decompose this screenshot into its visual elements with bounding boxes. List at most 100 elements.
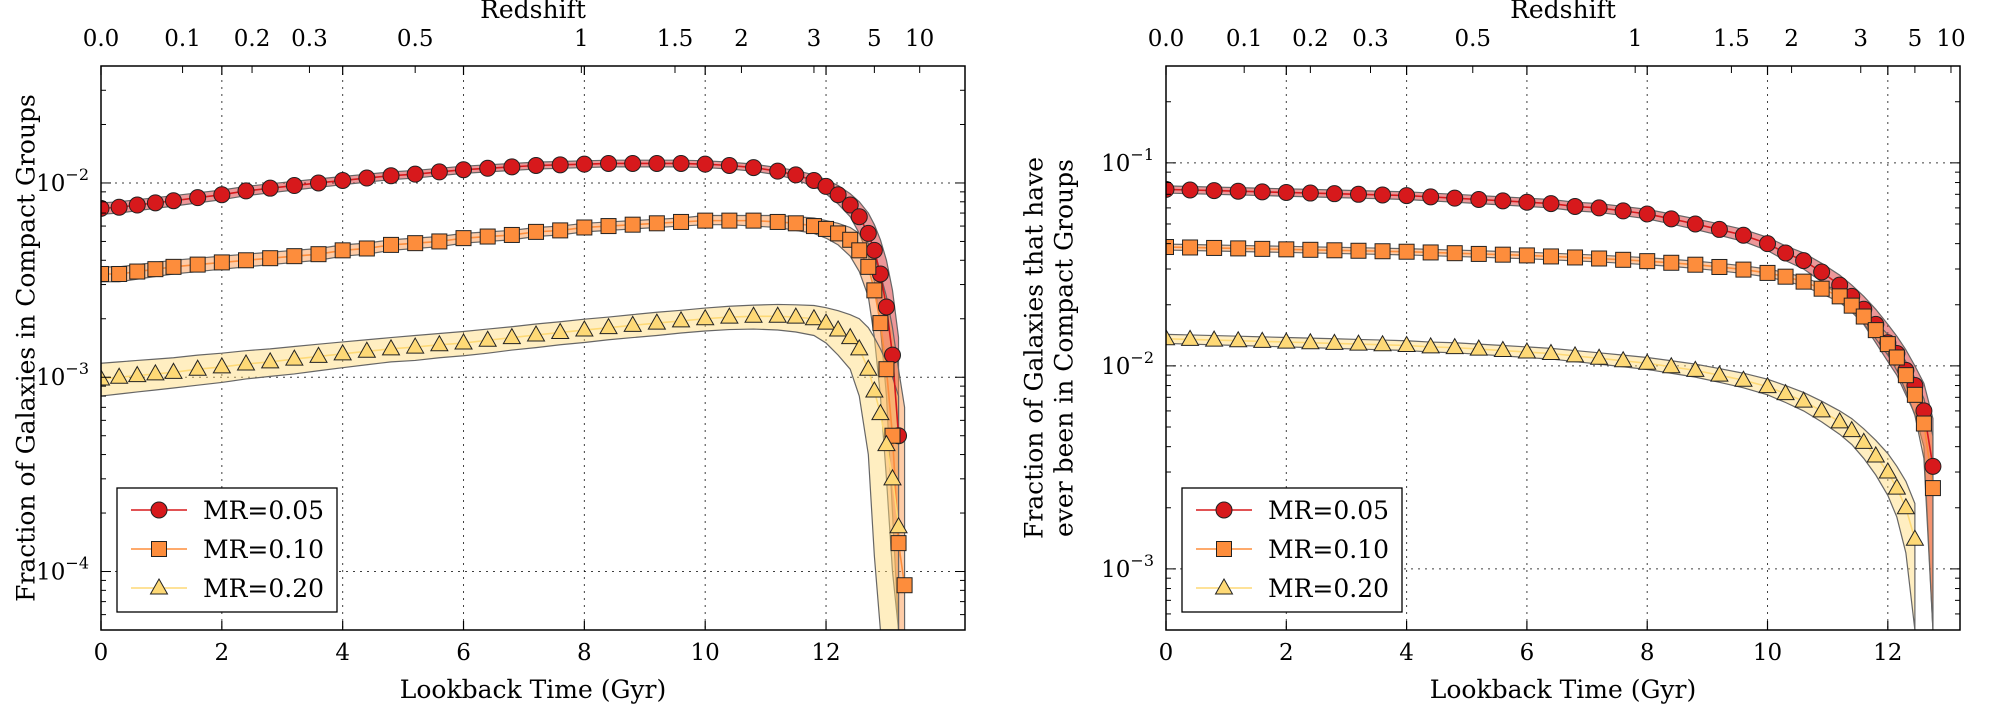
data-point <box>526 324 546 342</box>
data-point <box>1542 195 1560 213</box>
data-point <box>1398 243 1415 260</box>
data-point <box>1470 190 1488 208</box>
data-point <box>695 308 715 326</box>
data-point <box>745 159 763 177</box>
data-point <box>1422 244 1439 261</box>
data-point <box>1253 183 1271 201</box>
data-point <box>1206 239 1223 256</box>
data-point <box>1843 297 1860 314</box>
legend-label: MR=0.05 <box>1268 496 1389 525</box>
data-point <box>1812 400 1832 418</box>
data-point <box>804 308 824 326</box>
data-point <box>552 222 569 239</box>
redshift-tick-label: 0.1 <box>164 26 201 52</box>
legend: MR=0.05 MR=0.10 MR=0.20 <box>1181 487 1403 613</box>
top-axis-label: Redshift <box>480 0 586 24</box>
y-axis-label: Fraction of Galaxies that have <box>1020 157 1049 539</box>
data-point <box>787 215 804 232</box>
series-markers-0 <box>101 154 908 445</box>
data-point <box>454 333 473 350</box>
data-point <box>129 263 146 280</box>
data-point <box>429 334 449 352</box>
data-point <box>624 154 642 172</box>
data-point <box>1349 185 1367 203</box>
x-axis-label: Lookback Time (Gyr) <box>1430 675 1697 704</box>
data-point <box>310 174 328 192</box>
data-point <box>878 361 895 378</box>
data-point <box>1795 273 1812 290</box>
data-point <box>478 330 498 347</box>
data-point <box>528 223 545 240</box>
data-point <box>1813 280 1830 297</box>
data-point <box>1759 235 1777 253</box>
data-point <box>1349 334 1368 351</box>
x-tick-label: 12 <box>811 640 840 666</box>
right-chart-panel: 0 2 4 6 8 10 12 10−3 10−2 10−1 0.0 0.1 0.2 0.3 0.5 1 1.5… <box>1020 0 1966 704</box>
data-point <box>1422 188 1440 206</box>
data-point <box>1855 308 1872 325</box>
y-axis-label: ever been in Compact Groups <box>1050 159 1079 537</box>
data-point <box>1905 529 1925 546</box>
data-point <box>358 169 376 187</box>
data-point <box>1924 457 1942 475</box>
data-point <box>849 338 869 356</box>
data-point <box>1795 252 1813 270</box>
redshift-tick-label: 0.3 <box>291 26 328 52</box>
plot-area <box>101 154 913 630</box>
redshift-tick-label: 1 <box>574 26 589 52</box>
data-point <box>1589 348 1609 365</box>
data-point <box>720 307 739 324</box>
data-point <box>430 163 448 181</box>
data-point <box>431 233 448 250</box>
data-point <box>1230 240 1247 257</box>
data-point <box>1638 205 1656 223</box>
data-point <box>165 192 183 210</box>
legend-label: MR=0.20 <box>1268 574 1389 603</box>
data-point <box>189 189 207 207</box>
data-point <box>1897 367 1914 384</box>
data-point <box>1180 329 1200 346</box>
data-point <box>164 362 183 379</box>
x-tick-label: 8 <box>577 640 592 666</box>
data-point <box>576 219 593 236</box>
data-point <box>872 315 889 332</box>
data-point <box>357 341 377 358</box>
data-point <box>865 380 884 398</box>
data-point <box>1615 251 1632 268</box>
data-point <box>407 235 424 252</box>
y-tick-label: 10−2 <box>36 165 89 197</box>
series-line-0 <box>101 162 900 436</box>
data-point <box>188 359 208 376</box>
data-point <box>1542 248 1559 265</box>
data-point <box>1517 342 1537 359</box>
data-point <box>866 282 883 299</box>
y-axis-label: Fraction of Galaxies in Compact Groups <box>12 94 41 602</box>
x-tick-label: 12 <box>1873 640 1902 666</box>
data-point <box>871 403 890 421</box>
data-point <box>850 208 868 226</box>
data-point <box>624 216 641 233</box>
data-point <box>1277 183 1295 201</box>
data-point <box>1302 241 1319 258</box>
data-point <box>786 307 806 324</box>
y-tick-label: 10−3 <box>1101 551 1154 583</box>
series-markers-1 <box>101 212 913 594</box>
data-point <box>745 212 762 229</box>
legend-label: MR=0.20 <box>203 574 324 603</box>
data-point <box>1639 253 1656 270</box>
redshift-tick-label: 2 <box>1784 26 1799 52</box>
data-point <box>1661 356 1681 374</box>
data-point <box>828 320 848 337</box>
data-point <box>1879 336 1896 353</box>
data-point <box>1205 182 1223 200</box>
data-point <box>1776 383 1795 401</box>
x-tick-label: 6 <box>1520 640 1535 666</box>
data-point <box>840 327 860 345</box>
legend-marker <box>1215 501 1233 519</box>
data-point <box>890 535 907 552</box>
data-point <box>721 212 738 229</box>
data-point <box>1888 349 1905 366</box>
x-tick-label: 6 <box>456 640 471 666</box>
data-point <box>101 265 109 282</box>
data-point <box>212 356 232 374</box>
